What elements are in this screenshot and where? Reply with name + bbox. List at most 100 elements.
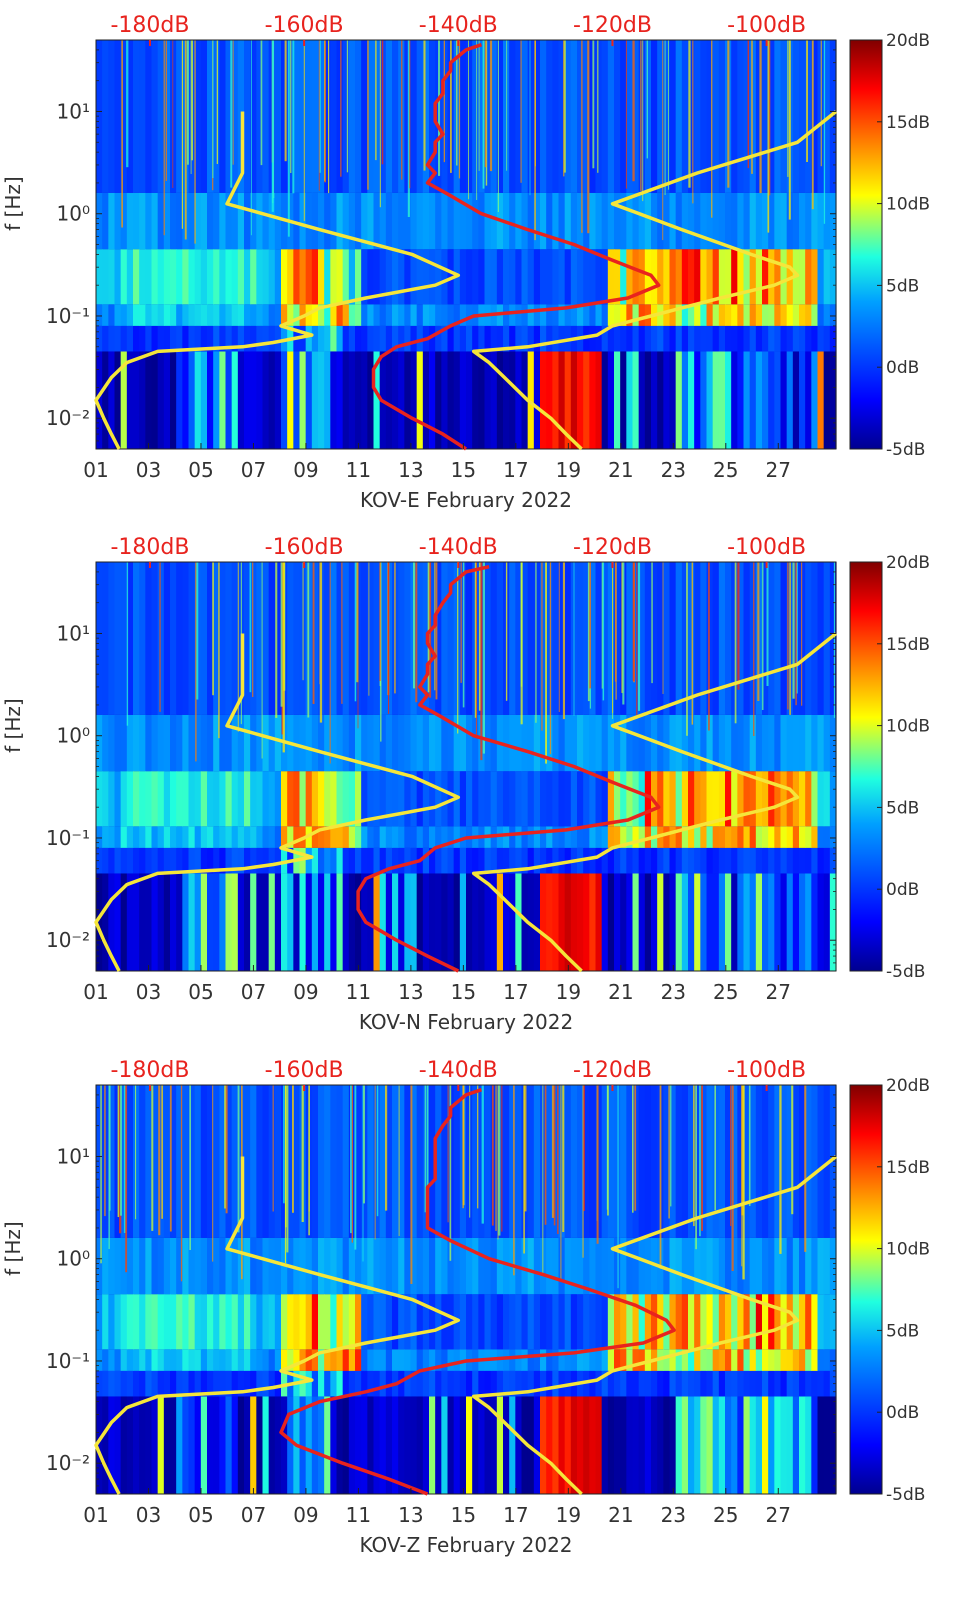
- heatmap-cell: [194, 873, 202, 971]
- heatmap-cell: [200, 1349, 208, 1371]
- heatmap-cell: [669, 1396, 677, 1494]
- colorbar-tick-label: -5dB: [886, 962, 925, 982]
- heatmap-cell: [651, 847, 658, 874]
- heatmap-cell: [96, 562, 103, 715]
- heatmap-cell: [595, 1294, 603, 1350]
- top-axis-label: -100dB: [727, 1058, 806, 1083]
- heatmap-cell: [478, 1370, 486, 1397]
- transient-streak: [668, 1085, 670, 1219]
- heatmap-cell: [688, 562, 695, 715]
- heatmap-cell: [207, 249, 214, 305]
- transient-streak: [328, 40, 330, 194]
- heatmap-cell: [293, 826, 301, 848]
- transient-streak: [351, 1085, 353, 1243]
- heatmap-cell: [385, 325, 393, 352]
- heatmap-cell: [515, 1370, 523, 1397]
- heatmap-cell: [379, 771, 387, 827]
- x-tick-label: 01: [83, 980, 108, 1004]
- heatmap-cell: [139, 304, 146, 326]
- heatmap-cell: [385, 1294, 393, 1350]
- heatmap-cell: [558, 847, 566, 874]
- heatmap-cell: [256, 1396, 264, 1494]
- heatmap-cell: [786, 714, 794, 772]
- transient-streak: [787, 562, 789, 710]
- heatmap-cell: [318, 351, 325, 449]
- heatmap-cell: [712, 714, 720, 772]
- heatmap-cell: [120, 1294, 128, 1350]
- heatmap-cell: [287, 304, 294, 326]
- heatmap-cell: [453, 1349, 461, 1371]
- heatmap-cell: [632, 1396, 640, 1494]
- heatmap-cell: [521, 351, 529, 449]
- transient-streak: [573, 562, 575, 716]
- heatmap-cell: [324, 1237, 331, 1295]
- heatmap-cell: [231, 40, 239, 193]
- heatmap-cell: [250, 1370, 257, 1397]
- transient-streak: [615, 562, 617, 700]
- heatmap-cell: [170, 873, 177, 971]
- heatmap-cell: [712, 351, 720, 449]
- heatmap-cell: [762, 826, 769, 848]
- heatmap-cell: [188, 249, 196, 305]
- heatmap-cell: [355, 847, 362, 874]
- heatmap-cell: [367, 1085, 375, 1238]
- heatmap-cell: [601, 873, 609, 971]
- transient-streak: [409, 40, 411, 189]
- heatmap-cell: [422, 351, 430, 449]
- heatmap-cell: [589, 771, 597, 827]
- heatmap-cell: [268, 847, 276, 874]
- heatmap-cell: [700, 351, 708, 449]
- heatmap-cell: [336, 1349, 344, 1371]
- heatmap-cell: [558, 714, 566, 772]
- colorbar-tick-label: 15dB: [886, 1158, 930, 1178]
- x-tick-label: 01: [83, 458, 108, 482]
- transient-streak: [374, 1085, 376, 1240]
- heatmap-cell: [207, 714, 214, 772]
- heatmap-cell: [361, 714, 368, 772]
- heatmap-cell: [182, 1294, 190, 1350]
- heatmap-cell: [749, 562, 757, 715]
- transient-streak: [541, 562, 543, 731]
- transient-streak: [458, 40, 461, 179]
- heatmap-cell: [281, 771, 288, 827]
- heatmap-cell: [731, 1349, 738, 1371]
- heatmap-cell: [324, 1396, 331, 1494]
- heatmap-cell: [114, 249, 122, 305]
- heatmap-cell: [311, 714, 319, 772]
- heatmap-cell: [725, 1237, 732, 1295]
- heatmap-cell: [718, 1294, 726, 1350]
- heatmap-cell: [478, 873, 486, 971]
- heatmap-cell: [299, 1237, 307, 1295]
- heatmap-cell: [577, 1237, 584, 1295]
- transient-streak: [443, 40, 445, 163]
- heatmap-cell: [533, 304, 541, 326]
- heatmap-cell: [675, 771, 683, 827]
- heatmap-cell: [564, 1294, 572, 1350]
- heatmap-cell: [614, 873, 621, 971]
- heatmap-cell: [496, 771, 504, 827]
- heatmap-cell: [811, 249, 819, 305]
- heatmap-cell: [213, 826, 220, 848]
- heatmap-cell: [274, 1349, 282, 1371]
- heatmap-cell: [626, 1349, 634, 1371]
- heatmap-cell: [126, 771, 134, 827]
- heatmap-cell: [114, 304, 122, 326]
- heatmap-cell: [96, 847, 103, 874]
- heatmap-cell: [768, 847, 775, 874]
- heatmap-cell: [521, 304, 529, 326]
- heatmap-cell: [570, 1085, 578, 1238]
- heatmap-cell: [799, 826, 806, 848]
- heatmap-cell: [311, 351, 319, 449]
- heatmap-cell: [718, 249, 726, 305]
- heatmap-cell: [139, 1294, 146, 1350]
- heatmap-cell: [416, 1237, 424, 1295]
- heatmap-cell: [552, 304, 560, 326]
- heatmap-cell: [638, 192, 646, 250]
- heatmap-cell: [669, 562, 677, 715]
- heatmap-cell: [533, 351, 541, 449]
- heatmap-cell: [324, 325, 331, 352]
- transient-streak: [482, 562, 485, 754]
- heatmap-cell: [194, 1396, 202, 1494]
- heatmap-cell: [392, 40, 399, 193]
